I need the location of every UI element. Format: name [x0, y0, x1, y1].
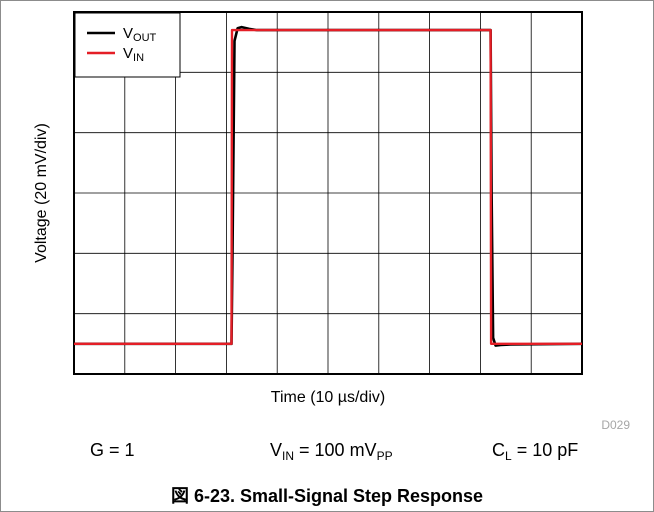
y-axis-label: Voltage (20 mV/div): [33, 123, 50, 263]
condition-vin-main: V: [270, 440, 283, 460]
figure-code: D029: [601, 418, 630, 432]
x-axis-label: Time (10 µs/div): [271, 389, 385, 406]
figure-caption: 図 6-23. Small-Signal Step Response: [170, 486, 484, 506]
series-line-vin: [74, 28, 582, 345]
legend-box: [74, 12, 181, 78]
condition-cl-sub: L: [505, 449, 512, 463]
plot-area-border: [73, 11, 583, 375]
legend-label-vin: VIN: [123, 45, 144, 64]
condition-cl-rest: = 10 pF: [511, 440, 579, 460]
series-layer: [74, 25, 583, 347]
legend-label-vout: VOUT: [123, 25, 157, 44]
condition-vin-mid: = 100 mV: [294, 440, 377, 460]
grid: [74, 12, 582, 374]
condition-vin-sub2: PP: [376, 449, 393, 463]
condition-cl-main: C: [492, 440, 505, 460]
condition-cl: CL = 10 pF: [492, 440, 578, 463]
condition-vin-sub: IN: [282, 449, 295, 463]
condition-gain: G = 1: [90, 440, 135, 460]
condition-vin: VIN = 100 mVPP: [270, 440, 393, 463]
